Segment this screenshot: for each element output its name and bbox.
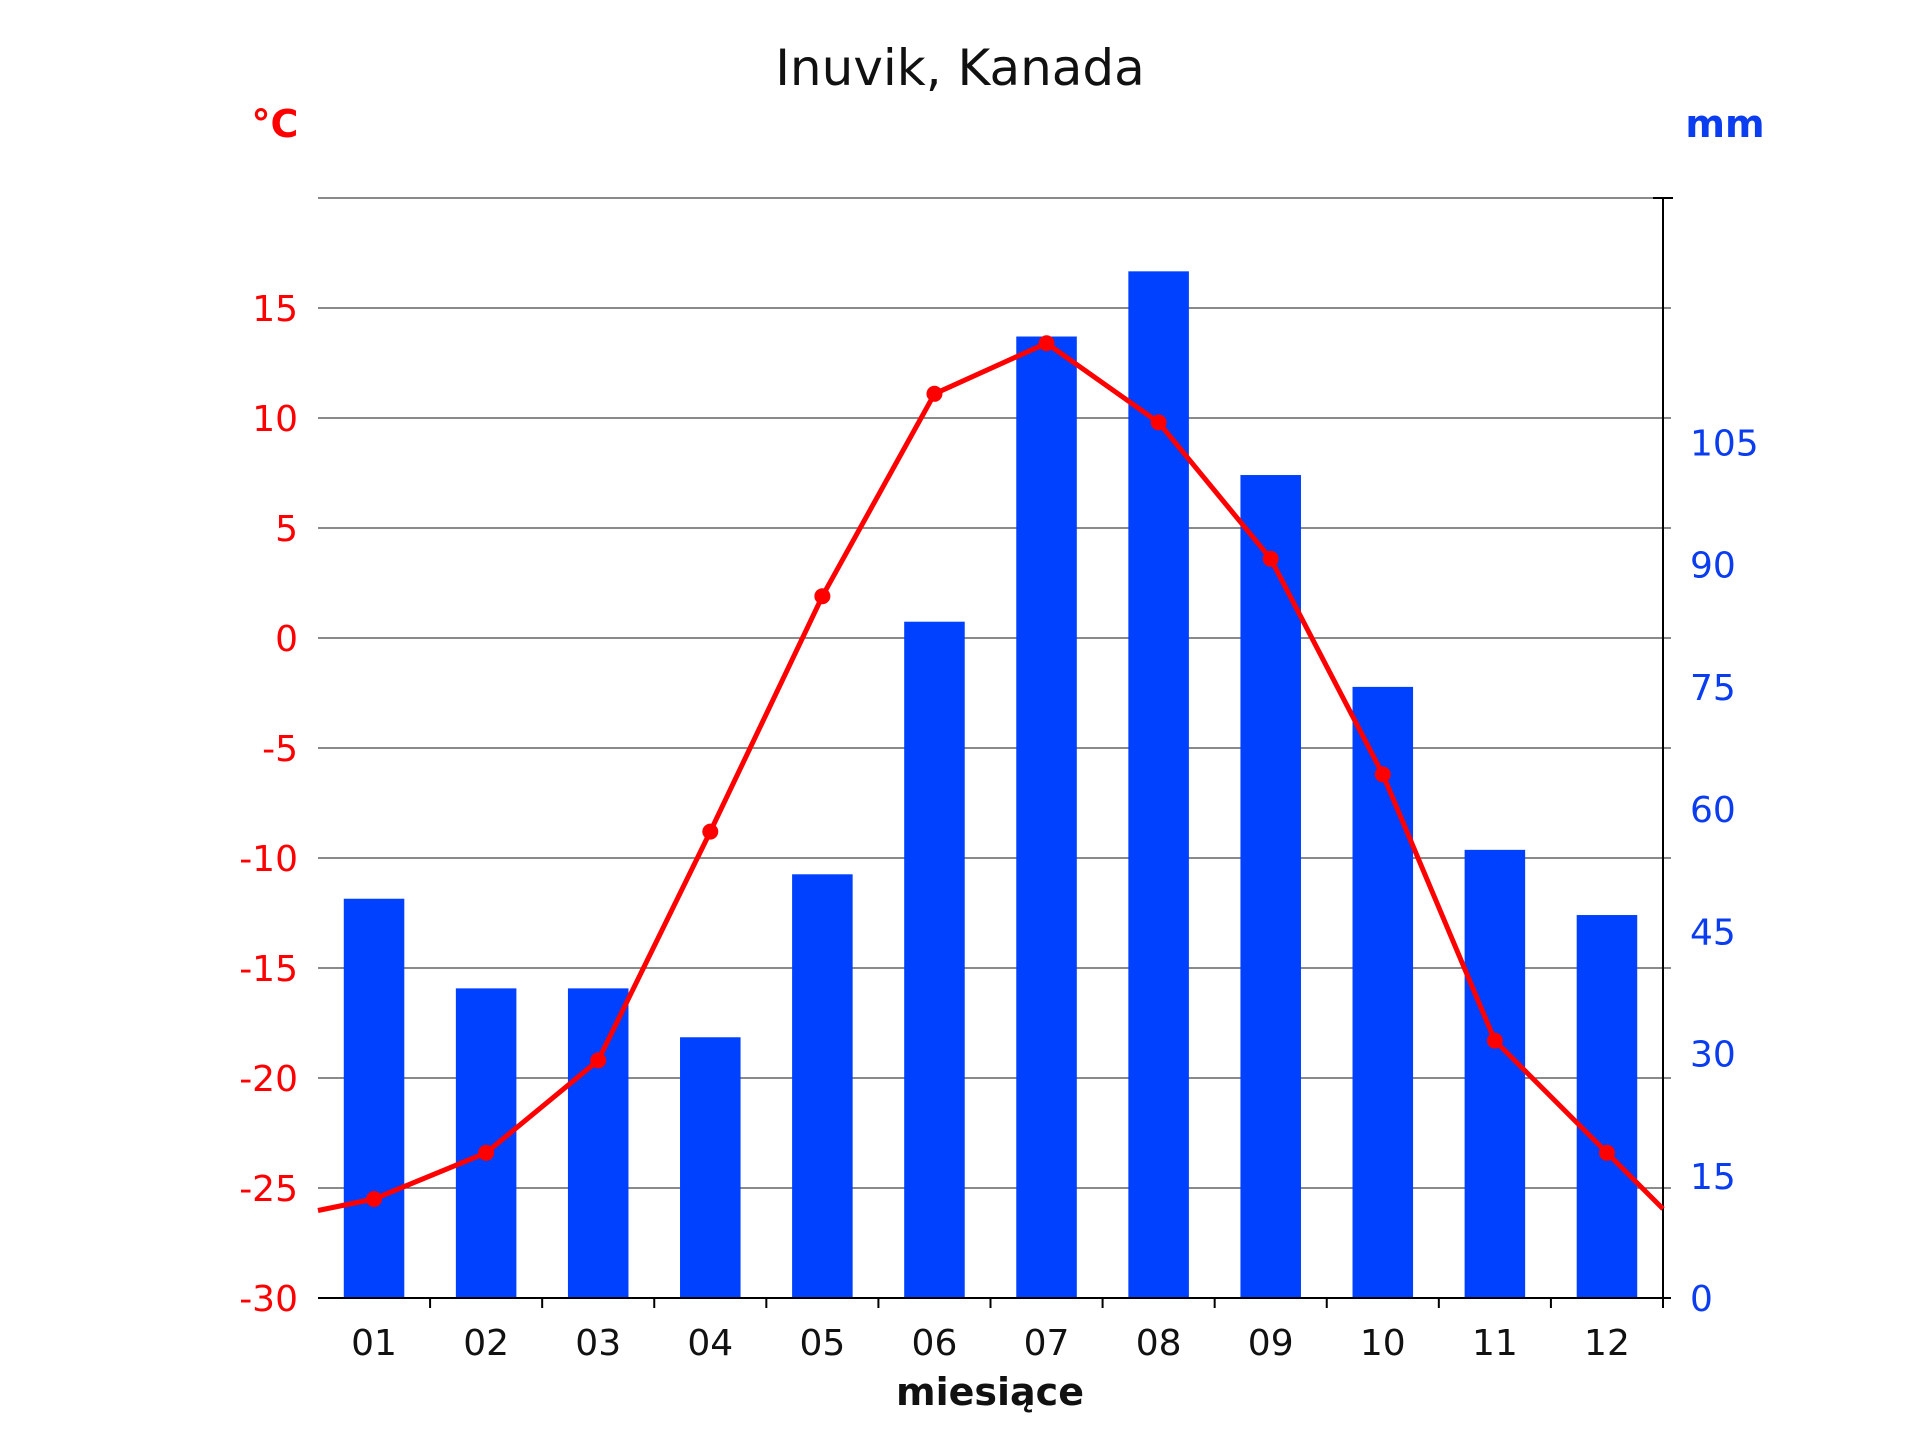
temperature-point	[1038, 335, 1055, 352]
chart-title: Inuvik, Kanada	[775, 39, 1145, 97]
y-left-axis-unit: °C	[252, 102, 299, 146]
axes	[318, 197, 1673, 1308]
y-left-tick-label: 15	[252, 289, 298, 330]
y-left-tick-label: -25	[239, 1169, 298, 1210]
precipitation-bar	[680, 1037, 741, 1298]
precipitation-bar	[1352, 686, 1414, 1298]
y-right-tick-label: 105	[1690, 423, 1759, 464]
x-tick-label: 07	[1024, 1323, 1070, 1364]
temperature-point	[1598, 1144, 1615, 1161]
tick-labels: 151050-5-10-15-20-25-3010590756045301500…	[239, 289, 1759, 1364]
x-tick-label: 12	[1584, 1323, 1630, 1364]
temperature-point	[478, 1144, 495, 1161]
x-axis-label: miesiące	[896, 1370, 1084, 1414]
y-left-tick-label: -10	[239, 839, 298, 880]
temperature-point	[1262, 550, 1279, 567]
precipitation-bar	[792, 874, 853, 1298]
y-left-tick-label: -20	[239, 1059, 298, 1100]
y-right-tick-label: 90	[1690, 546, 1736, 587]
y-right-tick-label: 75	[1690, 668, 1736, 709]
precipitation-bars	[343, 271, 1638, 1298]
x-tick-label: 08	[1136, 1323, 1182, 1364]
x-tick-label: 04	[687, 1323, 733, 1364]
y-right-tick-label: 60	[1690, 790, 1736, 831]
temperature-point	[1374, 766, 1391, 783]
y-right-tick-label: 45	[1690, 912, 1736, 953]
x-tick-label: 06	[912, 1323, 958, 1364]
x-tick-label: 05	[799, 1323, 845, 1364]
temperature-point	[814, 588, 831, 605]
y-left-tick-label: 5	[275, 509, 298, 550]
y-right-tick-label: 0	[1690, 1279, 1713, 1320]
y-left-tick-label: -5	[262, 729, 298, 770]
temperature-line-path	[317, 340, 1665, 1213]
precipitation-bar	[1464, 849, 1526, 1298]
y-left-tick-label: -30	[239, 1279, 298, 1320]
x-tick-label: 02	[463, 1323, 509, 1364]
precipitation-bar	[1128, 271, 1189, 1298]
y-left-tick-label: 10	[252, 399, 298, 440]
precipitation-bar	[1240, 475, 1301, 1298]
y-right-axis-unit: mm	[1685, 102, 1764, 146]
x-tick-label: 10	[1360, 1323, 1406, 1364]
precipitation-bar	[343, 898, 405, 1298]
y-left-tick-label: -15	[239, 949, 298, 990]
y-left-tick-label: 0	[275, 619, 298, 660]
precipitation-bar	[567, 988, 629, 1298]
x-tick-label: 03	[575, 1323, 621, 1364]
temperature-point	[1150, 414, 1167, 431]
temperature-point	[1486, 1032, 1503, 1049]
x-tick-label: 01	[351, 1323, 397, 1364]
grid-lines	[318, 197, 1671, 1189]
temperature-point	[366, 1191, 383, 1207]
precipitation-bar	[1016, 336, 1077, 1298]
temperature-line	[317, 335, 1665, 1213]
temperature-point	[590, 1052, 607, 1069]
temperature-point	[702, 823, 719, 840]
y-right-tick-label: 15	[1690, 1157, 1736, 1198]
precipitation-bar	[455, 988, 517, 1298]
x-tick-label: 09	[1248, 1323, 1294, 1364]
temperature-point	[926, 385, 943, 402]
precipitation-bar	[904, 621, 965, 1298]
precipitation-bar	[1576, 915, 1638, 1298]
x-tick-label: 11	[1472, 1323, 1518, 1364]
y-right-tick-label: 30	[1690, 1035, 1736, 1076]
